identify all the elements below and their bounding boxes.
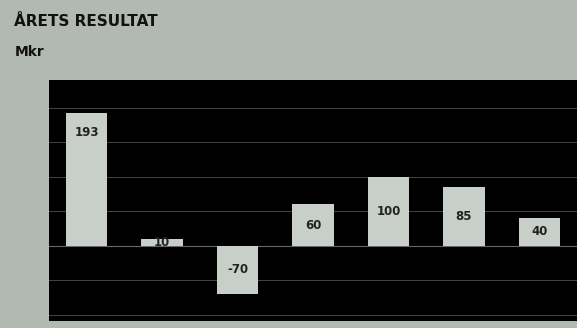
Text: 60: 60 — [305, 218, 321, 232]
Text: 193: 193 — [74, 126, 99, 139]
Bar — [519, 218, 560, 246]
Bar — [66, 113, 107, 246]
Text: 100: 100 — [376, 205, 400, 218]
Bar — [293, 204, 334, 246]
Bar — [141, 239, 183, 246]
Text: -70: -70 — [227, 263, 248, 276]
Bar — [217, 246, 258, 294]
Text: 40: 40 — [531, 225, 548, 238]
Bar — [368, 177, 409, 246]
Text: 85: 85 — [456, 210, 472, 223]
Bar — [443, 187, 485, 246]
Text: Mkr: Mkr — [14, 45, 44, 59]
Text: 10: 10 — [154, 236, 170, 249]
Text: ÅRETS RESULTAT: ÅRETS RESULTAT — [14, 14, 158, 29]
